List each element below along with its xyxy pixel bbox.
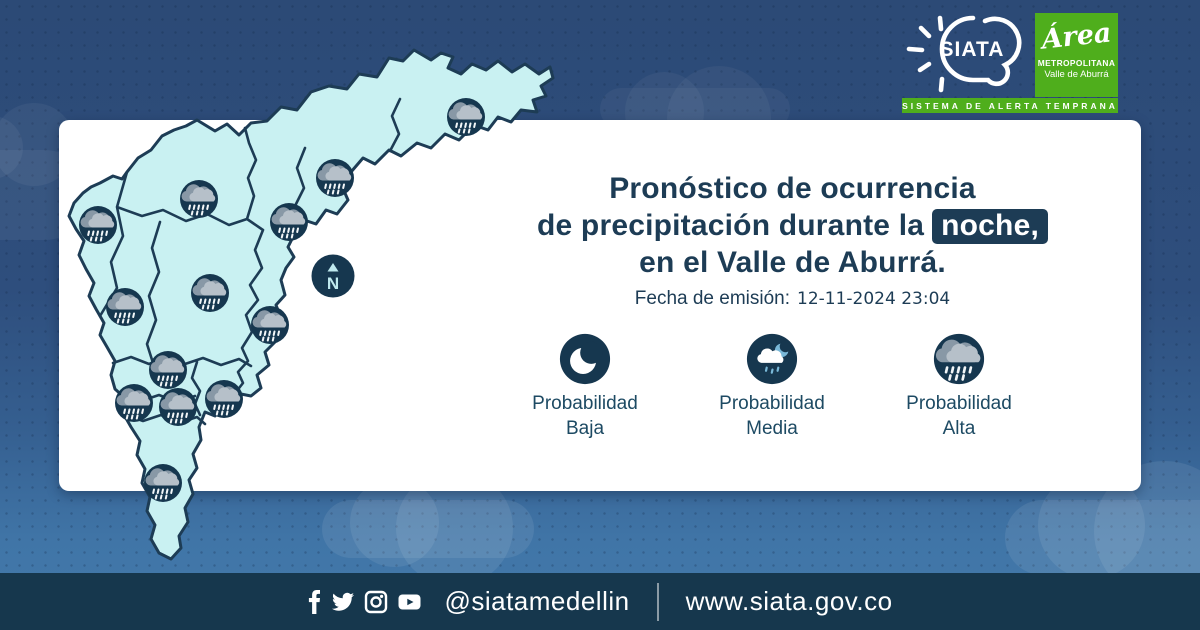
twitter-icon[interactable] <box>331 590 355 614</box>
area-metropolitana-logo: Área METROPOLITANA Valle de Aburrá <box>1035 13 1118 97</box>
facebook-icon[interactable] <box>307 589 322 614</box>
legend-label-alta: Probabilidad Alta <box>906 393 1012 439</box>
footer-bar: @siatamedellin www.siata.gov.co <box>0 573 1200 630</box>
emission-date-row: Fecha de emisión: 12-11-2024 23:04 <box>470 288 1115 310</box>
title-line1: Pronóstico de ocurrencia <box>609 172 976 205</box>
cloud-outline-icon <box>939 15 1022 87</box>
legend-label-baja: Probabilidad Baja <box>532 393 638 439</box>
moon-icon <box>559 333 611 385</box>
cloud-moon-rain-icon <box>745 332 799 386</box>
social-icons <box>307 589 422 614</box>
website-url[interactable]: www.siata.gov.co <box>685 586 893 616</box>
area-logo-line3: Valle de Aburrá <box>1044 69 1109 80</box>
instagram-icon[interactable] <box>364 590 388 614</box>
siata-tagline-bar: SISTEMA DE ALERTA TEMPRANA <box>902 98 1118 113</box>
page-title: Pronóstico de ocurrencia de precipitació… <box>470 170 1115 281</box>
title-highlight: noche, <box>932 209 1049 244</box>
siata-logo-text: SIATA <box>940 38 1005 61</box>
title-line2-prefix: de precipitación durante la <box>536 209 925 242</box>
cloud-rain-icon <box>932 332 986 386</box>
footer-divider <box>656 582 659 621</box>
legend-item-media: Probabilidad Media <box>679 332 865 441</box>
social-handle[interactable]: @siatamedellin <box>444 586 630 616</box>
siata-tagline: SISTEMA DE ALERTA TEMPRANA <box>902 100 1118 111</box>
title-line2: de precipitación durante la noche, <box>470 207 1115 244</box>
siata-logo: SIATA <box>906 15 1022 93</box>
probability-legend: Probabilidad Baja Probabilidad Media Pro… <box>492 332 1052 441</box>
title-line3: en el Valle de Aburrá. <box>639 246 946 279</box>
legend-item-baja: Probabilidad Baja <box>492 332 678 441</box>
background-cloud <box>1005 461 1200 602</box>
youtube-icon[interactable] <box>397 590 422 614</box>
emission-date-label: Fecha de emisión: <box>634 288 791 309</box>
emission-date-value: 12-11-2024 23:04 <box>797 289 951 309</box>
area-logo-script: Área <box>1040 17 1113 56</box>
legend-label-media: Probabilidad Media <box>719 393 825 439</box>
area-logo-line2: METROPOLITANA <box>1037 58 1116 68</box>
sun-rays-icon <box>906 15 945 93</box>
legend-item-alta: Probabilidad Alta <box>866 332 1052 441</box>
background-cloud <box>322 469 534 587</box>
